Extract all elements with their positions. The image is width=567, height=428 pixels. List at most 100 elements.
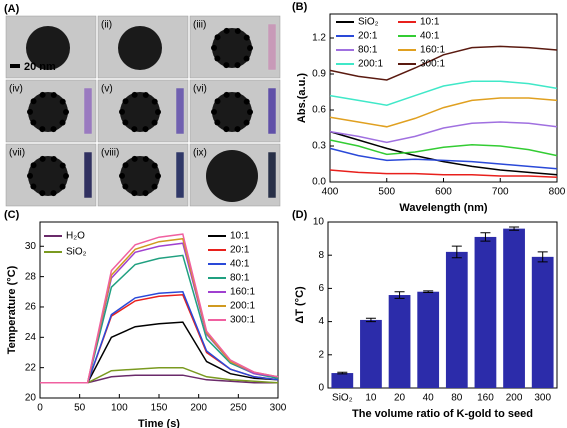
y-tick-label: 10 — [313, 217, 325, 228]
series-line — [329, 97, 558, 128]
gold-dot — [151, 98, 158, 105]
gold-dot — [131, 155, 138, 162]
legend-label: 20:1 — [358, 31, 378, 42]
panel-label: (D) — [292, 209, 308, 221]
series-line — [329, 80, 558, 106]
image-caption: (ii) — [101, 20, 112, 31]
series-line — [329, 121, 558, 144]
gold-dot — [122, 98, 129, 105]
gold-dot — [234, 27, 241, 34]
x-tick-label: 700 — [492, 187, 509, 198]
gold-dot — [151, 183, 158, 190]
gold-dot — [59, 162, 66, 169]
particle — [206, 150, 258, 202]
x-tick-label: 40 — [423, 393, 435, 404]
y-tick-label: 30 — [25, 241, 37, 252]
particle — [212, 92, 252, 132]
image-caption: (vi) — [193, 84, 207, 95]
gold-dot — [151, 119, 158, 126]
gold-dot — [223, 62, 230, 69]
gold-dot — [30, 183, 37, 190]
gold-dot — [131, 91, 138, 98]
x-tick-label: SiO₂ — [332, 393, 353, 404]
legend-label: H₂O — [66, 231, 85, 242]
vial — [83, 151, 93, 199]
legend-label: 80:1 — [230, 273, 250, 284]
gold-dot — [50, 190, 57, 197]
gold-dot — [30, 98, 37, 105]
y-tick-label: 0.6 — [312, 105, 326, 116]
gold-dot — [50, 91, 57, 98]
gold-dot — [39, 190, 46, 197]
gold-dot — [142, 155, 149, 162]
panel-label: (C) — [4, 209, 20, 221]
legend-label: SiO₂ — [358, 17, 379, 28]
gold-dot — [63, 173, 69, 179]
series-line — [329, 147, 558, 170]
x-tick-label: 80 — [451, 393, 463, 404]
y-tick-label: 22 — [25, 362, 37, 373]
x-axis-title: Wavelength (nm) — [399, 202, 488, 214]
x-tick-label: 300 — [270, 403, 287, 414]
gold-dot — [214, 34, 221, 41]
y-tick-label: 20 — [25, 393, 37, 404]
x-axis-title: The volume ratio of K-gold to seed — [352, 408, 533, 420]
x-tick-label: 50 — [74, 403, 86, 414]
image-caption: (iii) — [193, 20, 206, 31]
y-tick-label: 26 — [25, 302, 37, 313]
particle — [118, 26, 162, 70]
x-tick-label: 10 — [365, 393, 377, 404]
y-tick-label: 1.2 — [312, 33, 326, 44]
gold-dot — [119, 108, 126, 115]
particle — [28, 92, 68, 132]
gold-dot — [30, 162, 37, 169]
gold-dot — [122, 119, 129, 126]
x-tick-label: 600 — [435, 187, 452, 198]
gold-dot — [234, 91, 241, 98]
bar — [388, 295, 411, 388]
gold-dot — [243, 55, 250, 62]
bar — [531, 256, 554, 388]
gold-dot — [243, 119, 250, 126]
y-tick-label: 4 — [318, 316, 324, 327]
x-axis-title: Time (s) — [138, 418, 180, 428]
x-tick-label: 300 — [534, 393, 551, 404]
gold-dot — [59, 119, 66, 126]
y-axis-title: Abs.(a.u.) — [296, 73, 308, 123]
image-caption: (ix) — [193, 148, 207, 159]
gold-dot — [247, 109, 253, 115]
image-caption: (viii) — [101, 148, 119, 159]
bar — [331, 373, 354, 388]
image-caption: (v) — [101, 84, 113, 95]
particle — [212, 28, 252, 68]
gold-dot — [223, 91, 230, 98]
gold-dot — [50, 126, 57, 133]
vial — [267, 87, 277, 135]
gold-dot — [63, 109, 69, 115]
error-bar — [394, 291, 405, 299]
bar — [417, 291, 440, 388]
gold-dot — [30, 119, 37, 126]
particle — [28, 156, 68, 196]
legend-label: 200:1 — [230, 301, 255, 312]
gold-dot — [247, 45, 253, 51]
error-bar — [509, 226, 520, 231]
gold-dot — [214, 119, 221, 126]
x-tick-label: 160 — [477, 393, 494, 404]
gold-dot — [211, 44, 218, 51]
x-tick-label: 150 — [151, 403, 168, 414]
y-tick-label: 0.3 — [312, 141, 326, 152]
panel-label: (B) — [292, 1, 308, 13]
gold-dot — [27, 108, 34, 115]
gold-dot — [50, 155, 57, 162]
x-tick-label: 500 — [378, 187, 395, 198]
gold-dot — [142, 126, 149, 133]
gold-dot — [27, 172, 34, 179]
legend-label: 160:1 — [420, 45, 445, 56]
y-tick-label: 24 — [25, 332, 37, 343]
legend-label: 300:1 — [230, 315, 255, 326]
y-tick-label: 0 — [318, 383, 324, 394]
gold-dot — [243, 34, 250, 41]
x-tick-label: 250 — [230, 403, 247, 414]
